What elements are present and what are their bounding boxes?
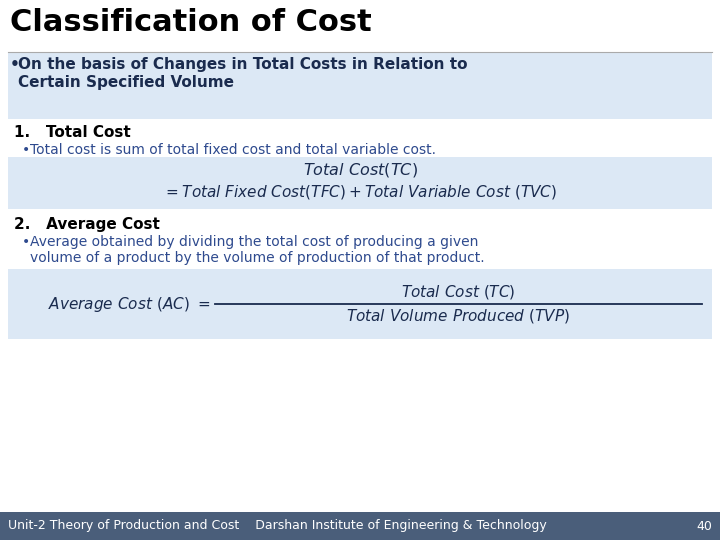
Text: $\mathit{=Total\ Fixed\ Cost(TFC)+Total\ Variable\ Cost\ (TVC)}$: $\mathit{=Total\ Fixed\ Cost(TFC)+Total\… xyxy=(163,183,557,201)
Text: •: • xyxy=(10,57,20,72)
Text: Certain Specified Volume: Certain Specified Volume xyxy=(18,75,234,90)
FancyBboxPatch shape xyxy=(8,269,712,339)
Text: •: • xyxy=(22,235,30,249)
Text: On the basis of Changes in Total Costs in Relation to: On the basis of Changes in Total Costs i… xyxy=(18,57,467,72)
Text: $\mathit{Total\ Cost(TC)}$: $\mathit{Total\ Cost(TC)}$ xyxy=(302,161,418,179)
Text: •: • xyxy=(22,143,30,157)
Text: Total cost is sum of total fixed cost and total variable cost.: Total cost is sum of total fixed cost an… xyxy=(30,143,436,157)
Text: Unit-2 Theory of Production and Cost    Darshan Institute of Engineering & Techn: Unit-2 Theory of Production and Cost Dar… xyxy=(8,519,546,532)
Text: $\mathit{Total\ Cost\ (TC)}$: $\mathit{Total\ Cost\ (TC)}$ xyxy=(401,283,516,301)
FancyBboxPatch shape xyxy=(0,512,720,540)
FancyBboxPatch shape xyxy=(8,53,712,119)
Text: $\mathit{Total\ Volume\ Produced\ (TVP)}$: $\mathit{Total\ Volume\ Produced\ (TVP)}… xyxy=(346,307,570,325)
Text: 40: 40 xyxy=(696,519,712,532)
FancyBboxPatch shape xyxy=(8,157,712,209)
Text: 2.   Average Cost: 2. Average Cost xyxy=(14,217,160,232)
Text: 1.   Total Cost: 1. Total Cost xyxy=(14,125,131,140)
Text: Classification of Cost: Classification of Cost xyxy=(10,8,372,37)
Text: Average obtained by dividing the total cost of producing a given: Average obtained by dividing the total c… xyxy=(30,235,478,249)
Text: volume of a product by the volume of production of that product.: volume of a product by the volume of pro… xyxy=(30,251,485,265)
Text: $\mathit{Average\ Cost\ (AC)\ =}$: $\mathit{Average\ Cost\ (AC)\ =}$ xyxy=(48,294,210,314)
